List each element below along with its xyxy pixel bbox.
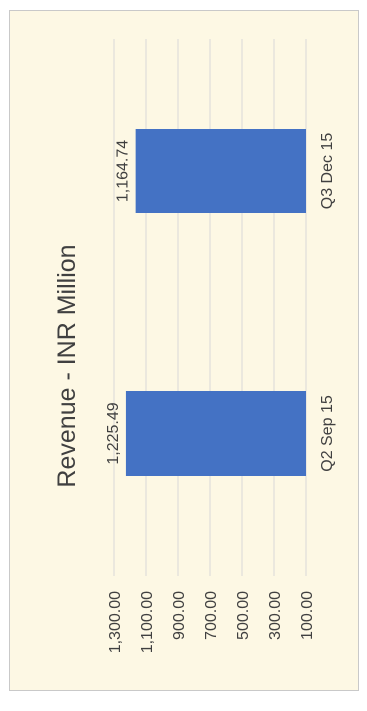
value-tick-label: 1,100.00	[139, 591, 156, 653]
value-tick-label: 900.00	[171, 591, 188, 640]
data-labels: 1,225.49 1,164.74	[105, 140, 132, 465]
chart-frame: 1,225.49 1,164.74 100.00 300.00 500.00 700.0…	[9, 10, 359, 691]
value-axis-ticks: 100.00 300.00 500.00 700.00 900.00 1,100.00 1,…	[107, 591, 316, 653]
category-label: Q2 Sep 15	[319, 395, 336, 472]
gridlines	[113, 39, 307, 576]
value-tick-label: 700.00	[203, 591, 220, 640]
bars	[125, 129, 306, 476]
value-tick-label: 500.00	[235, 591, 252, 640]
chart-title: Revenue - INR Million	[53, 244, 81, 487]
category-axis-labels: Q2 Sep 15 Q3 Dec 15	[319, 133, 336, 472]
value-tick-label: 1,300.00	[107, 591, 124, 653]
bar-chart: 1,225.49 1,164.74 100.00 300.00 500.00 700.0…	[53, 39, 336, 653]
value-tick-label: 100.00	[299, 591, 316, 640]
value-tick-label: 300.00	[267, 591, 284, 640]
data-label: 1,225.49	[105, 402, 122, 464]
data-label: 1,164.74	[115, 140, 132, 202]
category-label: Q3 Dec 15	[319, 133, 336, 210]
bar	[125, 391, 306, 476]
bar	[135, 129, 306, 213]
